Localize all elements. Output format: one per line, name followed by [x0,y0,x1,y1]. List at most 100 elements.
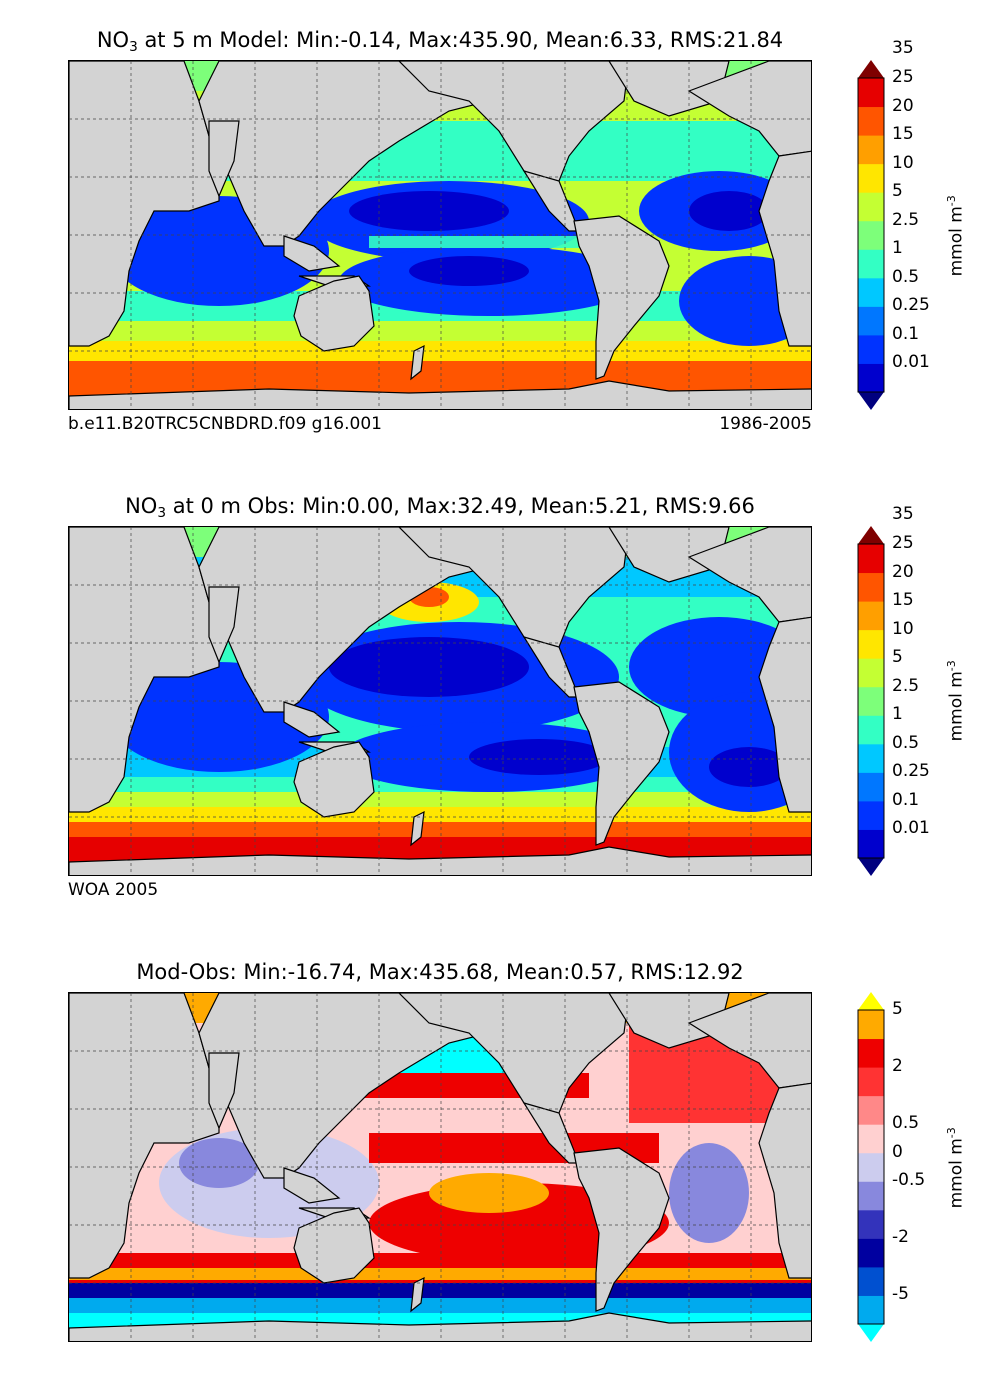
colorbar-diff [857,992,885,1342]
unit-text: mmol m [946,1138,967,1209]
colorbar-tick-label: 10 [892,152,914,173]
gyre-core-3 [709,747,789,787]
colorbar-segment [858,1010,884,1040]
colorbar-segment [858,1038,884,1068]
colorbar-segment [858,743,884,773]
colorbar-segment [858,601,884,631]
band-s-sub3 [69,807,811,822]
colorbar-tick-label: 15 [892,124,914,145]
map-obs [68,526,812,876]
colorbar-segment [858,829,884,859]
title-no: NO [96,28,130,52]
unit-exp: -3 [944,660,958,672]
footer-model-right: 1986-2005 [719,414,812,434]
band-s-pos2 [69,1268,811,1280]
gyre-core-2 [469,739,609,775]
colorbar-tick-label: 0.25 [892,761,930,782]
colorbar-tick-label: 2.5 [892,675,920,696]
colorbar-tick-label: 5 [892,181,903,202]
colorbar-segment [858,334,884,364]
unit-text: mmol m [946,671,967,742]
colorbar-segment [858,135,884,165]
colorbar-tick-label: 2 [892,1056,903,1077]
band-s-sub2 [69,341,811,361]
s-pacific-core [429,1173,549,1213]
colorbar-tick-label: 0.5 [892,1113,920,1134]
footer-model-left: b.e11.B20TRC5CNBDRD.f09 g16.001 [68,414,382,434]
gyre-core-2 [349,191,509,231]
colorbar-tick-label: 1 [892,704,903,725]
colorbar-segment [858,1238,884,1268]
colorbar-tick-label: 15 [892,590,914,611]
colorbar-segment [858,658,884,688]
colorbar-tick-label: 0.1 [892,789,920,810]
panel-obs-title: NO3 at 0 m Obs: Min:0.00, Max:32.49, Mea… [68,494,812,521]
colorbar-tick-label: -2 [892,1227,909,1248]
colorbar-tick-label: 20 [892,561,914,582]
colorbar-segment [858,572,884,602]
title-rest: at 0 m Obs: Min:0.00, Max:32.49, Mean:5.… [172,494,755,518]
equatorial-upwelling [369,236,619,248]
colorbar-segment [858,249,884,279]
colorbar-tick-label: 35 [892,504,914,525]
map-grid [69,527,811,875]
s-atlantic-neg [669,1143,749,1243]
colorbar-extend-min [858,858,884,876]
colorbar-segment [858,78,884,108]
colorbar-extend-max [858,992,884,1010]
indian-neg-core [179,1138,259,1188]
gyre-core-1 [409,256,529,286]
panel-diff-title: Mod-Obs: Min:-16.74, Max:435.68, Mean:0.… [68,960,812,984]
colorbar-outline [857,77,885,393]
colorbar-tick-label: 0 [892,1141,903,1162]
colorbar-segment [858,544,884,574]
colorbar-tick-label: 0.5 [892,266,920,287]
colorbar-model [857,60,885,410]
colorbar-segment [858,629,884,659]
colorbar-segment [858,106,884,136]
colorbar-tick-label: 0.5 [892,732,920,753]
colorbar-segment [858,220,884,250]
unit-exp: -3 [944,195,958,207]
colorbar-segment [858,1181,884,1211]
footer-obs-left: WOA 2005 [68,880,159,900]
unit-diff: mmol m-3 [945,1127,967,1208]
colorbar-segment [858,1266,884,1296]
colorbar-segment [858,363,884,393]
colorbar-tick-label: 20 [892,95,914,116]
unit-obs: mmol m-3 [945,660,967,741]
colorbar-tick-label: 5 [892,999,903,1019]
colorbar-tick-label: 10 [892,618,914,639]
map-diff [68,992,812,1342]
colorbar-segment [858,277,884,307]
colorbar-tick-label: 25 [892,67,914,87]
colorbar-segment [858,1295,884,1325]
colorbar-segment [858,1067,884,1097]
band-s-sub4 [69,822,811,837]
gyre-core-3 [689,191,769,231]
colorbar-tick-label: 25 [892,533,914,553]
colorbar-segment [858,192,884,222]
colorbar-extend-max [858,526,884,544]
colorbar-tick-label: -5 [892,1284,909,1305]
colorbar-segment [858,772,884,802]
colorbar-tick-label: -0.5 [892,1170,926,1191]
map-grid [69,61,811,409]
colorbar-segment [858,306,884,336]
colorbar-tick-label: 1 [892,238,903,259]
panel-model-title: NO3 at 5 m Model: Min:-0.14, Max:435.90,… [68,28,812,55]
colorbar-outline [857,1009,885,1325]
colorbar-tick-label: 0.1 [892,323,920,344]
colorbar-outline [857,543,885,859]
colorbar-extend-min [858,1324,884,1342]
colorbar-segment [858,163,884,193]
title-rest: Mod-Obs: Min:-16.74, Max:435.68, Mean:0.… [136,960,744,984]
colorbar-tick-label: 5 [892,647,903,668]
unit-model: mmol m-3 [945,195,967,276]
map-model [68,60,812,410]
colorbar-obs [857,526,885,876]
unit-text: mmol m [946,206,967,277]
colorbar-segment [858,1209,884,1239]
colorbar-segment [858,715,884,745]
title-sub: 3 [157,505,167,522]
